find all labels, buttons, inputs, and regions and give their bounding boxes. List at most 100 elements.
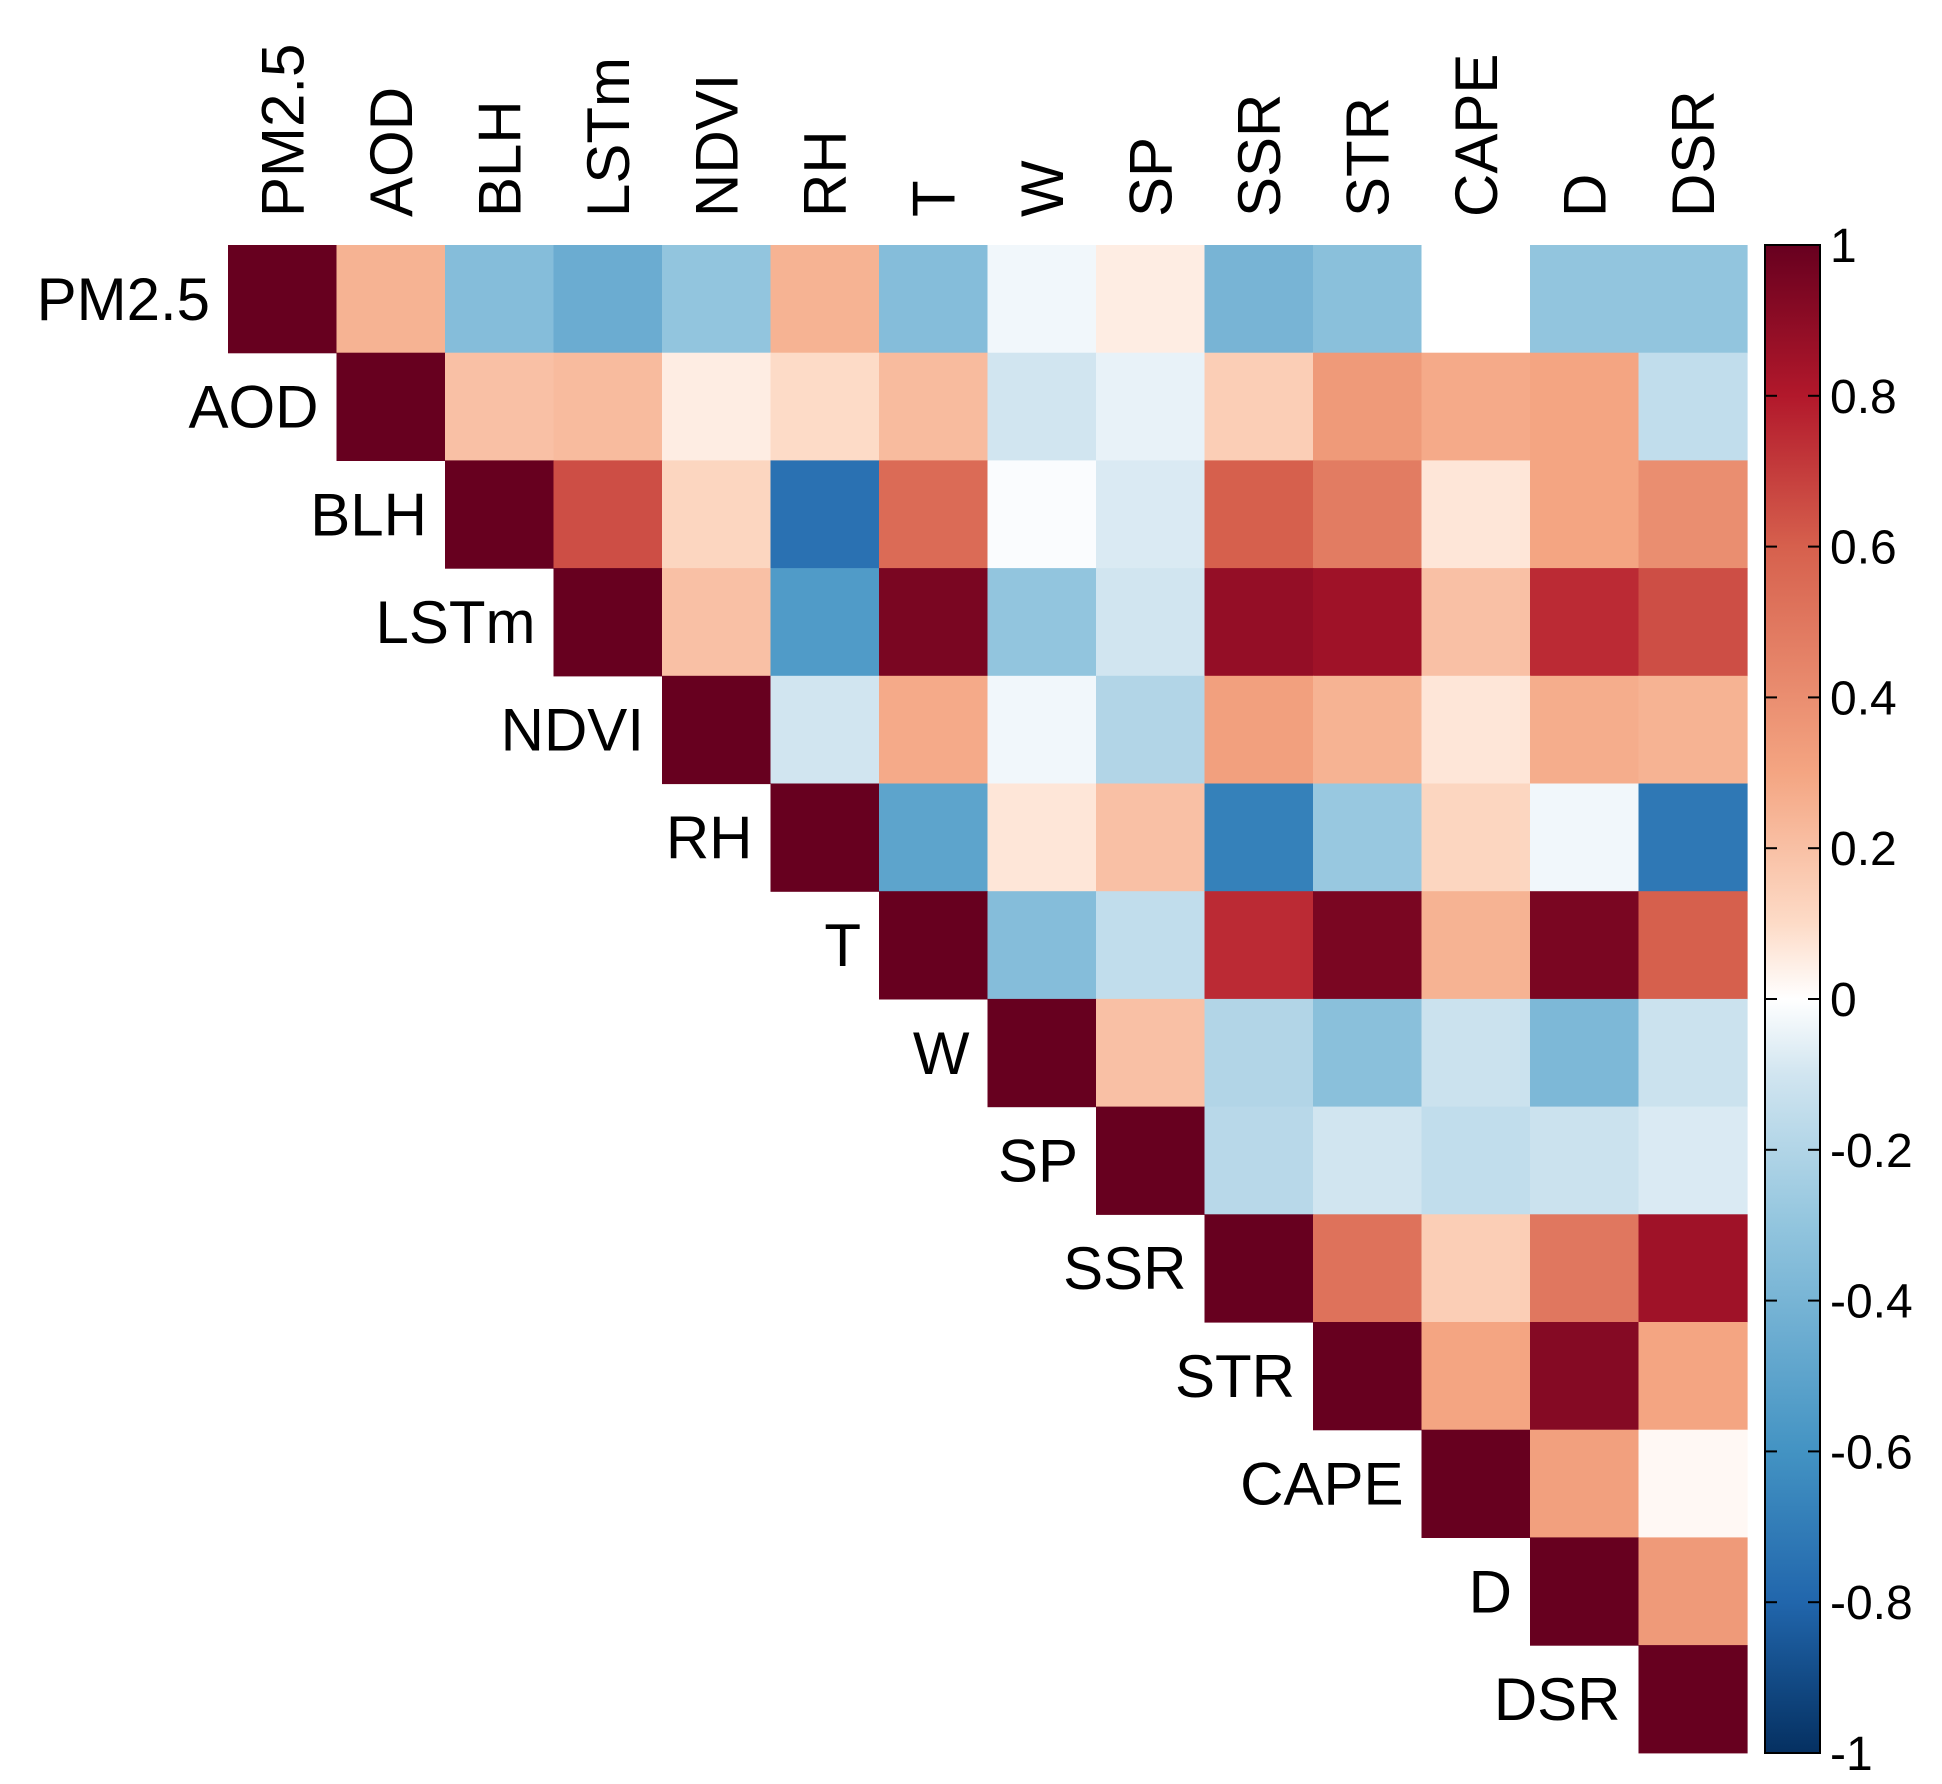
cell-ndvi-t xyxy=(879,675,989,785)
cell-aod-t xyxy=(879,352,989,461)
column-label-cape: CAPE xyxy=(1443,54,1510,217)
cell-rh-rh xyxy=(770,783,880,892)
colorbar-tick-label: 0.6 xyxy=(1830,522,1897,575)
cell-pm2-5-rh xyxy=(770,245,880,354)
cell-rh-t xyxy=(879,783,989,892)
cell-rh-ssr xyxy=(1204,783,1314,892)
cell-dsr-dsr xyxy=(1638,1645,1748,1754)
row-labels: PM2.5 AOD BLH LSTm NDVI RH TW SP SSR STR CAPE D DSR xyxy=(37,266,1621,1733)
cell-blh-ssr xyxy=(1204,460,1314,569)
cell-pm2-5-w xyxy=(987,245,1097,354)
cell-blh-sp xyxy=(1096,460,1206,569)
cell-aod-str xyxy=(1313,352,1423,461)
column-label-blh: BLH xyxy=(466,100,533,217)
cell-ssr-dsr xyxy=(1638,1214,1748,1323)
cell-pm2-5-lstm xyxy=(553,245,663,354)
cell-ndvi-rh xyxy=(770,675,880,785)
cell-aod-aod xyxy=(336,352,446,461)
colorbar-tick-label: -0.8 xyxy=(1830,1577,1913,1630)
cell-aod-lstm xyxy=(553,352,663,461)
row-label-str: STR xyxy=(1175,1343,1295,1410)
cell-lstm-rh xyxy=(770,568,880,677)
colorbar-ticks: 1 0.8 0.6 0.4 0.2 0 -0.2 -0.4 -0.6 -0.8 -1 xyxy=(1765,220,1913,1781)
row-label-ndvi: NDVI xyxy=(501,697,644,764)
column-label-ssr: SSR xyxy=(1226,94,1293,217)
column-label-lstm: LSTm xyxy=(575,57,642,217)
cell-rh-dsr xyxy=(1638,783,1748,892)
cell-w-cape xyxy=(1421,998,1531,1108)
cell-ndvi-str xyxy=(1313,675,1423,785)
column-labels: PM2.5 AOD BLH LSTm NDVI RH T W SP SSR STR CAPE D DSR xyxy=(249,44,1727,217)
cell-str-d xyxy=(1530,1322,1640,1431)
colorbar: 1 0.8 0.6 0.4 0.2 0 -0.2 -0.4 -0.6 -0.8 -1 xyxy=(1764,220,1913,1781)
cell-w-w xyxy=(987,998,1097,1108)
cell-aod-rh xyxy=(770,352,880,461)
colorbar-tick-label: 0.8 xyxy=(1830,371,1897,424)
cell-blh-str xyxy=(1313,460,1423,569)
column-label-rh: RH xyxy=(792,130,859,217)
cell-blh-blh xyxy=(445,460,555,569)
cell-w-str xyxy=(1313,998,1423,1108)
heatmap-cells xyxy=(228,245,1748,1754)
column-label-ndvi: NDVI xyxy=(683,74,750,217)
column-label-sp: SP xyxy=(1117,137,1184,217)
cell-sp-sp xyxy=(1096,1106,1206,1215)
cell-ssr-d xyxy=(1530,1214,1640,1323)
cell-w-ssr xyxy=(1204,998,1314,1108)
cell-ndvi-sp xyxy=(1096,675,1206,785)
cell-w-d xyxy=(1530,998,1640,1108)
colorbar-tick-label: -1 xyxy=(1830,1728,1873,1781)
cell-t-t xyxy=(879,891,989,1000)
cell-t-w xyxy=(987,891,1097,1000)
cell-t-sp xyxy=(1096,891,1206,1000)
cell-t-str xyxy=(1313,891,1423,1000)
row-label-ssr: SSR xyxy=(1063,1235,1186,1302)
cell-lstm-w xyxy=(987,568,1097,677)
cell-rh-w xyxy=(987,783,1097,892)
cell-aod-ndvi xyxy=(662,352,772,461)
cell-lstm-cape xyxy=(1421,568,1531,677)
cell-lstm-t xyxy=(879,568,989,677)
cell-cape-d xyxy=(1530,1429,1640,1538)
cell-blh-t xyxy=(879,460,989,569)
colorbar-tick-label: -0.4 xyxy=(1830,1276,1913,1329)
cell-pm2-5-dsr xyxy=(1638,245,1748,354)
cell-t-cape xyxy=(1421,891,1531,1000)
cell-t-d xyxy=(1530,891,1640,1000)
cell-ndvi-d xyxy=(1530,675,1640,785)
row-label-lstm: LSTm xyxy=(375,589,535,656)
cell-ndvi-ndvi xyxy=(662,675,772,785)
cell-blh-d xyxy=(1530,460,1640,569)
cell-sp-d xyxy=(1530,1106,1640,1215)
colorbar-tick-label: -0.6 xyxy=(1830,1426,1913,1479)
column-label-aod: AOD xyxy=(358,87,425,217)
row-label-d: D xyxy=(1469,1558,1512,1625)
cell-sp-cape xyxy=(1421,1106,1531,1215)
cell-pm2-5-cape xyxy=(1421,245,1531,354)
cell-aod-blh xyxy=(445,352,555,461)
cell-str-cape xyxy=(1421,1322,1531,1431)
cell-pm2-5-d xyxy=(1530,245,1640,354)
cell-aod-cape xyxy=(1421,352,1531,461)
cell-ndvi-dsr xyxy=(1638,675,1748,785)
cell-str-str xyxy=(1313,1322,1423,1431)
cell-rh-sp xyxy=(1096,783,1206,892)
row-label-aod: AOD xyxy=(188,374,318,441)
cell-w-dsr xyxy=(1638,998,1748,1108)
row-label-sp: SP xyxy=(998,1127,1078,1194)
cell-aod-ssr xyxy=(1204,352,1314,461)
cell-pm2-5-aod xyxy=(336,245,446,354)
row-label-pm2-5: PM2.5 xyxy=(37,266,210,333)
cell-str-dsr xyxy=(1638,1322,1748,1431)
row-label-w: W xyxy=(913,1020,970,1087)
cell-ndvi-w xyxy=(987,675,1097,785)
cell-rh-str xyxy=(1313,783,1423,892)
column-label-t: T xyxy=(900,180,967,217)
colorbar-tick-label: 0.2 xyxy=(1830,823,1897,876)
cell-blh-rh xyxy=(770,460,880,569)
cell-ssr-str xyxy=(1313,1214,1423,1323)
row-label-rh: RH xyxy=(666,804,753,871)
cell-lstm-dsr xyxy=(1638,568,1748,677)
cell-sp-str xyxy=(1313,1106,1423,1215)
colorbar-tick-label: 1 xyxy=(1830,220,1857,273)
